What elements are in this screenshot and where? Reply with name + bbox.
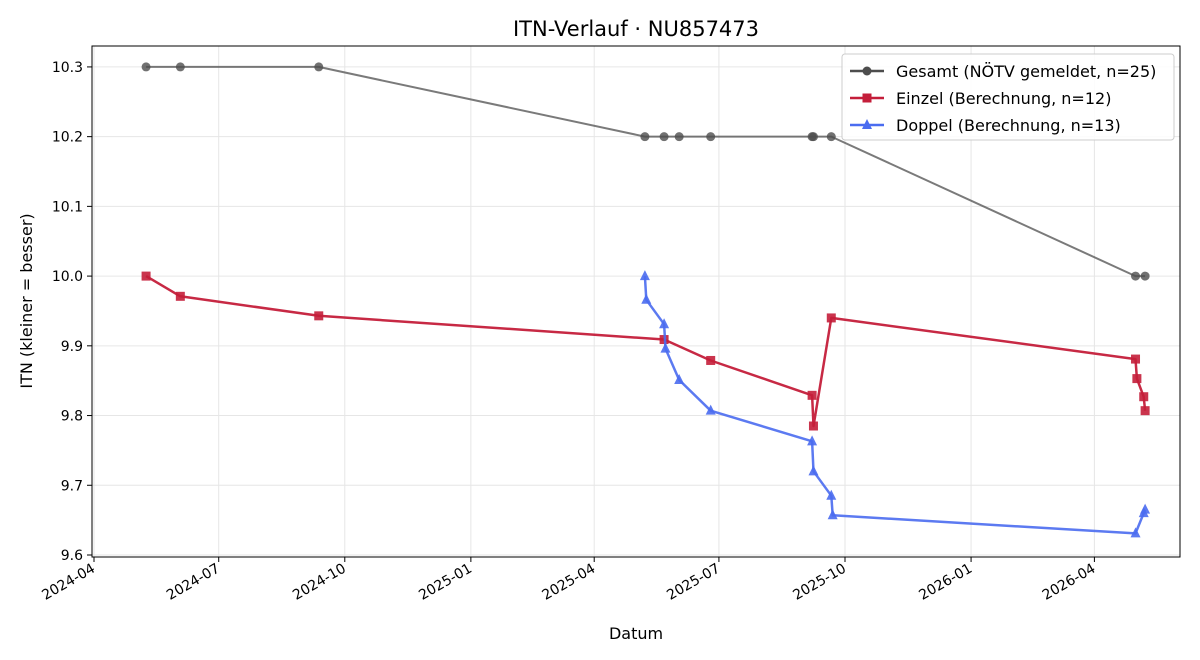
y-tick-label: 9.7 [61,478,83,494]
y-tick-label: 10.0 [52,269,83,285]
x-tick-label: 2026-04 [1040,561,1099,604]
data-point [175,62,185,72]
data-point [706,132,716,142]
legend-entry-label: Doppel (Berechnung, n=13) [896,116,1121,135]
series-line [146,65,1146,278]
y-tick-label: 9.8 [61,409,83,425]
data-point [808,421,818,431]
y-tick-label: 10.2 [52,130,83,146]
data-point [826,489,837,500]
data-point [1140,271,1150,281]
legend-swatch-marker [862,119,872,129]
legend-swatch-marker [862,93,872,103]
y-tick-label: 10.3 [52,60,83,76]
x-tick-label: 2025-10 [790,561,849,604]
legend: Gesamt (NÖTV gemeldet, n=25) Einzel (Bere… [841,53,1175,141]
data-point [141,62,151,72]
data-point [640,132,650,142]
y-tick-label: 9.9 [61,339,83,355]
x-tick-label: 2025-01 [416,561,475,604]
data-point [141,271,151,281]
x-tick-label: 2024-04 [39,561,98,604]
data-point [807,435,818,446]
x-tick-label: 2024-10 [290,561,349,604]
series-circle [141,62,1150,281]
data-point [660,342,671,353]
chart-title: ITN-Verlauf · NU857473 [513,17,759,41]
data-point [1130,527,1141,538]
data-point [314,62,324,72]
series-line [643,276,1147,535]
data-point [808,132,818,142]
x-tick-label: 2024-07 [164,561,223,604]
data-point [826,132,836,142]
data-point [827,509,838,520]
y-tick-label: 9.6 [61,548,83,564]
data-point [314,311,324,321]
data-point [1140,503,1151,514]
y-axis-label: ITN (kleiner = besser) [17,213,36,388]
data-point [1131,271,1141,281]
legend-entry-label: Einzel (Berechnung, n=12) [896,89,1111,108]
x-tick-label: 2025-07 [664,561,723,604]
x-axis-label: Datum [609,624,663,643]
data-point [826,313,836,323]
data-point [1132,374,1142,384]
data-point [175,291,185,301]
series-triangle [639,270,1151,538]
data-point [659,318,670,329]
y-tick-label: 10.1 [52,199,83,215]
data-point [674,373,685,384]
data-point [705,404,716,415]
plot-frame [91,45,1181,558]
legend-entry-label: Gesamt (NÖTV gemeldet, n=25) [896,62,1156,81]
data-point [674,132,684,142]
data-point [659,132,669,142]
legend-swatch-marker [862,66,872,76]
data-point [808,465,819,476]
data-point [1139,392,1149,402]
data-point [1131,354,1141,364]
data-point [706,355,716,365]
data-point [641,293,652,304]
grid-lines [92,46,1180,557]
legend-box [841,53,1175,141]
data-point [639,270,650,281]
data-point [1140,406,1150,416]
data-point [807,390,817,400]
x-tick-label: 2025-04 [540,561,599,604]
x-tick-label: 2026-01 [916,561,975,604]
series-layer [141,62,1151,538]
